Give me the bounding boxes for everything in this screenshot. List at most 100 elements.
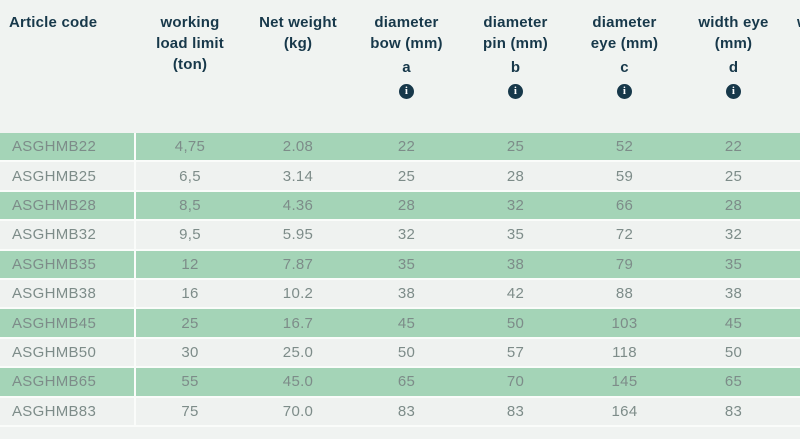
table-body: ASGHMB22 4,75 2.08 22 25 52 22 ASGHMB25 6,5 3.14 2…	[0, 133, 800, 427]
cell-diameter-eye: 59	[615, 167, 634, 185]
cell-diameter-eye: 79	[615, 255, 634, 273]
cell-article-code: ASGHMB35	[0, 250, 136, 278]
info-icon[interactable]: i	[399, 84, 414, 99]
cell-diameter-pin: 57	[506, 343, 525, 361]
table-row: ASGHMB28 8,5 4.36 28 32 66 28	[0, 191, 800, 222]
cell-article-code: ASGHMB28	[0, 191, 136, 220]
cell-width-eye: 32	[724, 226, 743, 244]
info-icon-wrap: i	[570, 84, 679, 99]
table-row: ASGHMB32 9,5 5.95 32 35 72 32	[0, 221, 800, 251]
column-title-article-code: Article code	[9, 14, 98, 31]
cell-diameter-eye: 145	[611, 373, 638, 391]
cell-net-weight: 16.7	[282, 314, 314, 332]
cell-width-eye: 83	[724, 402, 743, 420]
cell-diameter-bow: 32	[397, 226, 416, 244]
cell-width-eye: 25	[724, 167, 743, 185]
cell-net-weight: 4.36	[282, 196, 314, 214]
column-title-truncated-next-column: w	[797, 12, 800, 33]
cell-net-weight: 45.0	[282, 373, 314, 391]
column-title-diameter-bow: diameter bow (mm)	[370, 14, 443, 52]
column-header-working-load-limit: working load limit (ton)	[136, 0, 244, 133]
cell-working-load-limit: 25	[181, 314, 199, 332]
cell-diameter-eye: 118	[612, 343, 637, 361]
cell-net-weight: 5.95	[282, 226, 314, 244]
column-header-width-eye: width eye (mm) d i	[679, 0, 788, 133]
cell-diameter-bow: 22	[397, 138, 416, 156]
cell-width-eye: 50	[724, 343, 743, 361]
column-header-diameter-bow: diameter bow (mm) a i	[352, 0, 461, 133]
cell-working-load-limit: 9,5	[179, 226, 201, 244]
info-icon[interactable]: i	[726, 84, 741, 99]
info-icon-wrap: i	[679, 84, 788, 99]
cell-net-weight: 10.2	[282, 285, 314, 303]
table-row: ASGHMB83 75 70.0 83 83 164 83	[0, 397, 800, 427]
info-icon[interactable]: i	[617, 84, 632, 99]
cell-diameter-eye: 88	[615, 285, 634, 303]
cell-diameter-pin: 35	[506, 226, 525, 244]
cell-width-eye: 38	[724, 285, 743, 303]
cell-diameter-bow: 65	[397, 373, 416, 391]
cell-diameter-bow: 28	[397, 196, 416, 214]
column-letter-diameter-pin: b	[510, 59, 521, 76]
cell-working-load-limit: 55	[181, 373, 199, 391]
table-row: ASGHMB45 25 16.7 45 50 103 45	[0, 309, 800, 339]
column-letter-diameter-eye: c	[620, 59, 629, 76]
cell-diameter-eye: 72	[615, 226, 634, 244]
cell-width-eye: 28	[724, 196, 743, 214]
cell-net-weight: 3.14	[282, 167, 314, 185]
cell-diameter-bow: 25	[397, 167, 416, 185]
table-row: ASGHMB50 30 25.0 50 57 118 50	[0, 338, 800, 369]
cell-diameter-eye: 66	[615, 196, 634, 214]
cell-diameter-pin: 28	[506, 167, 525, 185]
table-row: ASGHMB25 6,5 3.14 25 28 59 25	[0, 162, 800, 192]
cell-article-code: ASGHMB50	[0, 338, 136, 367]
cell-article-code: ASGHMB32	[0, 221, 136, 249]
cell-diameter-bow: 50	[397, 343, 416, 361]
cell-width-eye: 22	[724, 138, 743, 156]
cell-net-weight: 2.08	[282, 138, 314, 156]
cell-diameter-pin: 32	[506, 196, 525, 214]
info-icon-wrap: i	[352, 84, 461, 99]
table-row: ASGHMB35 12 7.87 35 38 79 35	[0, 250, 800, 280]
cell-diameter-eye: 52	[615, 138, 634, 156]
cell-diameter-bow: 38	[397, 285, 416, 303]
table-row: ASGHMB22 4,75 2.08 22 25 52 22	[0, 133, 800, 163]
column-title-width-eye: width eye (mm)	[698, 14, 769, 52]
cell-diameter-bow: 35	[397, 255, 416, 273]
cell-diameter-eye: 103	[611, 314, 638, 332]
table-row: ASGHMB65 55 45.0 65 70 145 65	[0, 368, 800, 398]
column-letter-width-eye: d	[728, 59, 739, 76]
column-header-article-code: Article code	[0, 0, 136, 133]
cell-width-eye: 35	[724, 255, 743, 273]
table-row: ASGHMB38 16 10.2 38 42 88 38	[0, 279, 800, 310]
column-header-diameter-pin: diameter pin (mm) b i	[461, 0, 570, 133]
cell-working-load-limit: 16	[181, 285, 199, 303]
cell-net-weight: 70.0	[282, 402, 314, 420]
column-title-net-weight: Net weight (kg)	[259, 14, 337, 52]
cell-width-eye: 45	[724, 314, 743, 332]
info-icon-wrap: i	[461, 84, 570, 99]
column-title-diameter-pin: diameter pin (mm)	[483, 14, 548, 52]
cell-working-load-limit: 30	[181, 343, 199, 361]
cell-net-weight: 25.0	[282, 343, 314, 361]
cell-working-load-limit: 6,5	[179, 167, 201, 185]
column-header-diameter-eye: diameter eye (mm) c i	[570, 0, 679, 133]
cell-diameter-pin: 25	[506, 138, 525, 156]
cell-working-load-limit: 75	[181, 402, 199, 420]
column-header-net-weight: Net weight (kg)	[244, 0, 352, 133]
cell-diameter-bow: 45	[397, 314, 416, 332]
cell-working-load-limit: 12	[181, 255, 199, 273]
column-title-diameter-eye: diameter eye (mm)	[590, 14, 659, 52]
cell-diameter-pin: 42	[506, 285, 525, 303]
column-letter-diameter-bow: a	[402, 59, 411, 76]
cell-article-code: ASGHMB38	[0, 279, 136, 308]
cell-width-eye: 65	[724, 373, 743, 391]
table-header: Article code working load limit (ton) Net we…	[0, 0, 800, 133]
cell-diameter-bow: 83	[397, 402, 416, 420]
cell-article-code: ASGHMB65	[0, 368, 136, 396]
cell-article-code: ASGHMB25	[0, 162, 136, 190]
info-icon[interactable]: i	[508, 84, 523, 99]
cell-article-code: ASGHMB83	[0, 397, 136, 425]
cell-working-load-limit: 4,75	[174, 138, 206, 156]
column-title-working-load-limit: working load limit (ton)	[156, 14, 224, 73]
